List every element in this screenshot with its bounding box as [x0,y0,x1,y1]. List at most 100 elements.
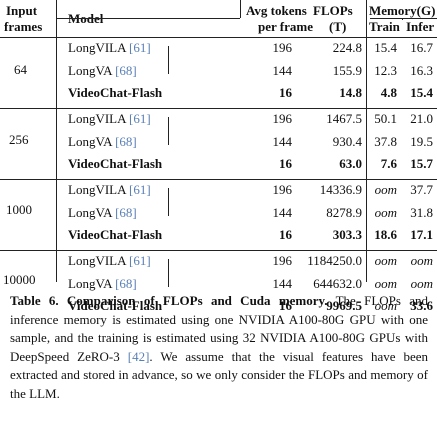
column-rule [366,0,367,282]
table-cell-train-memory: 7.6 [380,156,397,171]
table-row-model: VideoChat-Flash [68,298,162,313]
comparison-table: Input frames Model Avg tokens per frame … [0,0,437,313]
table-cell-tokens: 144 [272,62,293,78]
table-cell-flops: 63.0 [339,156,362,171]
table-row-model: LongVILA [61] [68,253,151,268]
model-citation: [61] [129,40,151,55]
table-cell-infer-memory: oom [410,253,433,268]
table-cell-infer-memory: 19.5 [410,133,433,149]
header-train: Train [369,19,400,34]
group-rule [0,179,437,180]
table-cell-train-memory: 18.6 [374,227,397,242]
caption-label: Table 6. [10,293,59,308]
table-cell-train-memory: oom [374,253,397,268]
table-cell-flops: 1467.5 [326,111,362,126]
group-frames: 64 [14,62,27,77]
table-cell-flops: 1184250.0 [307,253,362,268]
table-row-model: LongVA [68] [68,134,137,149]
table-cell-flops: 14336.9 [319,182,362,197]
caption-cite: [42] [127,348,150,364]
group-frames: 1000 [6,202,32,217]
table-row-model: LongVILA [61] [68,40,151,55]
model-name: LongVA [68,204,112,220]
table-cell-infer-memory: 15.4 [410,85,433,100]
table-row-model: LongVILA [61] [68,111,151,126]
table-cell-flops: 224.8 [332,40,362,55]
table-cell-flops: 155.9 [332,62,362,78]
table-row-model: LongVA [68] [68,276,137,291]
table-cell-flops: 930.4 [332,133,362,149]
table-cell-tokens: 16 [279,156,292,171]
table-cell-infer-memory: 15.7 [410,156,433,171]
table-cell-infer-memory: 17.1 [410,227,433,242]
table-cell-tokens: 144 [272,204,293,220]
table-cell-infer-memory: 16.7 [410,40,433,55]
model-name: VideoChat-Flash [68,227,163,242]
model-citation: [61] [129,182,151,197]
header-flops-2: (T) [329,19,347,34]
table-cell-flops: 303.3 [332,227,362,242]
header-flops-1: FLOPs [313,3,353,18]
group-rule [0,250,437,251]
column-rule [168,46,169,74]
model-name: LongVILA [68,40,126,55]
model-citation: [68] [115,62,137,78]
model-name: VideoChat-Flash [68,298,163,313]
table-cell-tokens: 144 [272,275,293,291]
caption-text-end: . We assume that the visual features hav… [10,348,429,401]
header-avg-tokens-2: per frame [258,19,313,34]
caption-text: The FLOPs and inference memory is estima… [10,293,429,364]
model-name: LongVILA [68,182,126,197]
table-cell-tokens: 196 [272,111,293,126]
model-name: LongVILA [68,253,126,268]
model-citation: [61] [129,111,151,126]
table-cell-train-memory: oom [374,182,397,197]
table-cell-tokens: 144 [272,133,293,149]
table-cell-train-memory: 37.8 [374,133,397,149]
table-cell-train-memory: oom [374,204,397,220]
table-row-model: VideoChat-Flash [68,227,162,242]
table-cell-tokens: 16 [279,85,292,100]
header-subrule [56,18,240,19]
model-citation: [68] [115,133,137,149]
table-cell-tokens: 196 [272,40,293,55]
table-cell-train-memory: 12.3 [374,62,397,78]
table-cell-infer-memory: 21.0 [410,111,433,126]
table-cell-tokens: 196 [272,182,293,197]
table-row-model: LongVA [68] [68,205,137,220]
table-cell-infer-memory: oom [410,275,433,291]
table-cell-infer-memory: 37.7 [410,182,433,197]
table-cell-infer-memory: 16.3 [410,62,433,78]
table-row-model: LongVILA [61] [68,182,151,197]
header-memory: Memory(G) [369,3,436,18]
header-input-frames-1: Input [6,3,38,18]
table-cell-train-memory: 50.1 [374,111,397,126]
header-infer: Infer [406,19,435,34]
column-rule [56,0,57,282]
table-row-model: LongVA [68] [68,63,137,78]
group-frames: 256 [9,132,29,147]
table-cell-train-memory: 15.4 [374,40,397,55]
model-name: VideoChat-Flash [68,156,163,171]
model-name: LongVILA [68,111,126,126]
table-cell-tokens: 196 [272,253,293,268]
column-rule [168,117,169,145]
table-caption: Table 6. Comparison of FLOPs and Cuda me… [10,292,428,404]
column-rule [168,188,169,216]
model-name: LongVA [68,133,112,149]
model-name: LongVA [68,62,112,78]
table-cell-infer-memory: 31.8 [410,204,433,220]
model-citation: [68] [115,204,137,220]
memory-subrule [370,18,437,19]
model-name: LongVA [68,275,112,291]
table-cell-flops: 644632.0 [313,275,362,291]
group-frames: 10000 [3,272,36,287]
table-row-model: VideoChat-Flash [68,156,162,171]
table-cell-train-memory: oom [374,275,397,291]
header-input-frames-2: frames [4,19,43,34]
table-cell-tokens: 16 [279,227,292,242]
model-citation: [61] [129,253,151,268]
table-cell-flops: 9969.5 [326,298,362,313]
model-name: VideoChat-Flash [68,85,163,100]
header-avg-tokens-1: Avg tokens [246,3,307,18]
